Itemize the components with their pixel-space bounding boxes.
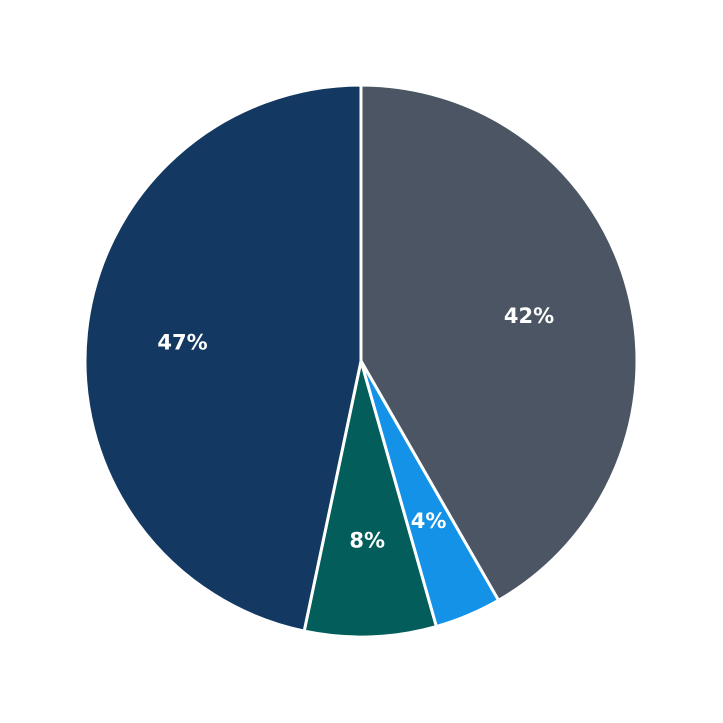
- slice-label: 42%: [504, 304, 554, 328]
- pie-slice: [359, 83, 639, 602]
- pie-slice: [83, 83, 363, 633]
- slice-label: 4%: [411, 509, 447, 533]
- slice-label: 8%: [349, 528, 385, 552]
- pie-slice: [302, 359, 438, 639]
- slice-label: 47%: [157, 330, 207, 354]
